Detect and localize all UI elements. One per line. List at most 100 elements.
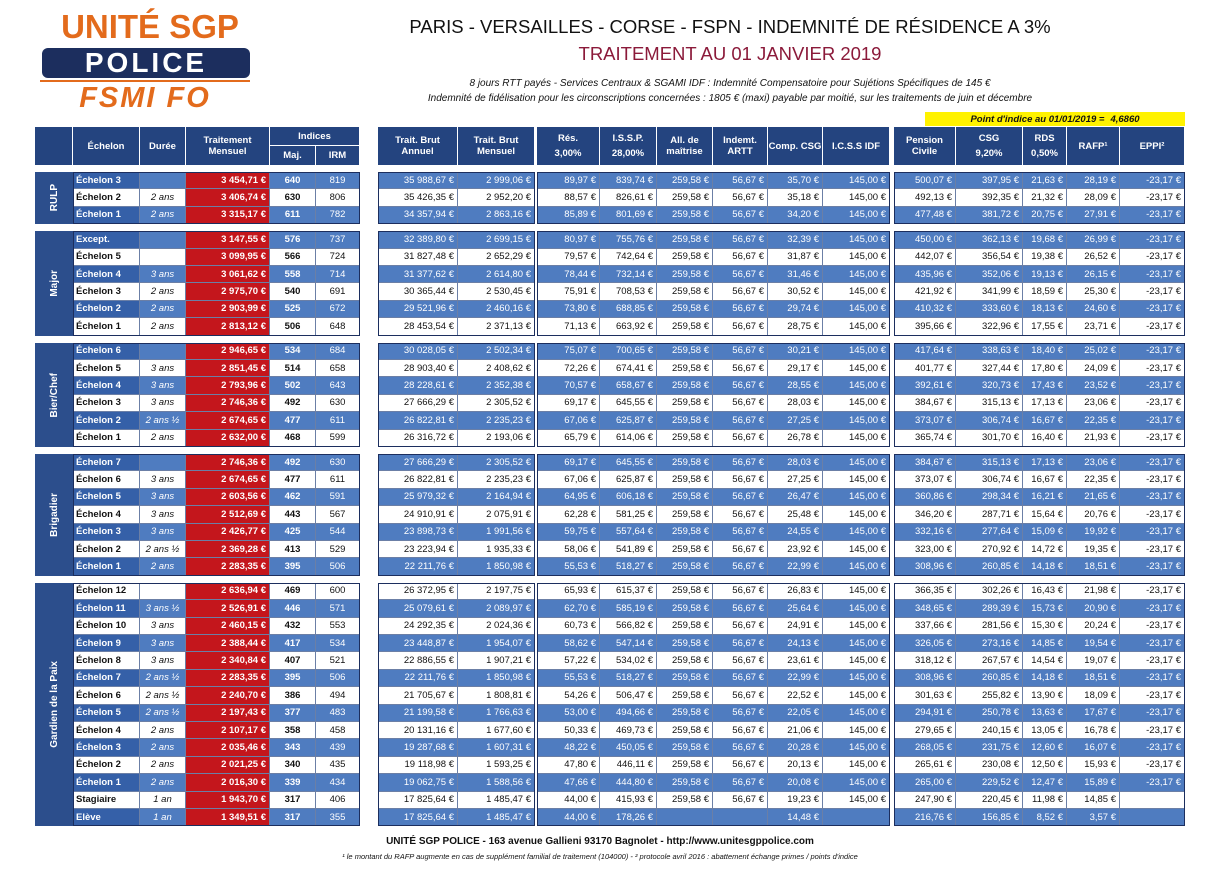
table-cell: 265,61 € bbox=[894, 756, 956, 775]
table-cell: -23,17 € bbox=[1120, 756, 1185, 775]
table-cell: 19,54 € bbox=[1067, 635, 1120, 653]
table-cell: 755,76 € bbox=[600, 231, 657, 249]
table-cell: Échelon 2 bbox=[73, 412, 140, 430]
table-cell: 373,07 € bbox=[894, 471, 956, 489]
table-cell bbox=[140, 342, 186, 360]
table-cell: 591 bbox=[316, 488, 360, 507]
table-cell: 259,58 € bbox=[657, 582, 713, 601]
table-cell: -23,17 € bbox=[1120, 266, 1185, 284]
table-cell: 25,48 € bbox=[768, 506, 823, 524]
table-cell: 1 an bbox=[140, 809, 186, 827]
table-cell: 450,00 € bbox=[894, 231, 956, 249]
table-cell: 259,58 € bbox=[657, 687, 713, 705]
table-cell: 2 ans bbox=[140, 756, 186, 775]
table-cell: 340 bbox=[270, 756, 316, 775]
table-cell: 255,82 € bbox=[956, 687, 1023, 705]
table-cell: 806 bbox=[316, 189, 360, 207]
table-cell: 306,74 € bbox=[956, 412, 1023, 430]
table-cell: 410,32 € bbox=[894, 300, 956, 319]
table-cell: 2 388,44 € bbox=[186, 635, 270, 653]
table-cell: Échelon 2 bbox=[73, 189, 140, 207]
table-cell: 8,52 € bbox=[1023, 809, 1067, 827]
column-header: RAFP¹ bbox=[1067, 127, 1120, 165]
group-name: Bier/Chef bbox=[48, 372, 60, 418]
table-cell: 145,00 € bbox=[823, 523, 890, 541]
table-cell: 14,18 € bbox=[1023, 558, 1067, 576]
table-cell: 29,17 € bbox=[768, 360, 823, 378]
table-cell: Échelon 6 bbox=[73, 471, 140, 489]
table-cell: 406 bbox=[316, 791, 360, 809]
table-cell: 22,35 € bbox=[1067, 412, 1120, 430]
table-cell: Échelon 11 bbox=[73, 600, 140, 618]
table-cell: 259,58 € bbox=[657, 318, 713, 336]
table-cell: 78,44 € bbox=[537, 266, 600, 284]
table-cell: 327,44 € bbox=[956, 360, 1023, 378]
table-cell: 2 035,46 € bbox=[186, 739, 270, 757]
table-cell: 72,26 € bbox=[537, 360, 600, 378]
table-cell: 326,05 € bbox=[894, 635, 956, 653]
table-cell: 352,06 € bbox=[956, 266, 1023, 284]
table-cell: 362,13 € bbox=[956, 231, 1023, 249]
table-cell: 44,00 € bbox=[537, 791, 600, 809]
table-cell: 26,99 € bbox=[1067, 231, 1120, 249]
table-cell: -23,17 € bbox=[1120, 506, 1185, 524]
table-cell: 547,14 € bbox=[600, 635, 657, 653]
table-cell: 19,23 € bbox=[768, 791, 823, 809]
table-cell: 145,00 € bbox=[823, 189, 890, 207]
table-cell: 62,28 € bbox=[537, 506, 600, 524]
table-cell: 25,64 € bbox=[768, 600, 823, 618]
table-cell: -23,17 € bbox=[1120, 617, 1185, 635]
table-cell: 417 bbox=[270, 635, 316, 653]
table-cell: 259,58 € bbox=[657, 739, 713, 757]
table-cell: 24,91 € bbox=[768, 617, 823, 635]
table-cell: 614,06 € bbox=[600, 429, 657, 447]
table-cell: 18,59 € bbox=[1023, 283, 1067, 301]
table-cell: 541,89 € bbox=[600, 541, 657, 559]
table-cell: 56,67 € bbox=[713, 454, 768, 472]
table-cell: -23,17 € bbox=[1120, 582, 1185, 601]
table-cell: -23,17 € bbox=[1120, 669, 1185, 688]
table-cell: 21,63 € bbox=[1023, 172, 1067, 190]
table-cell: 58,62 € bbox=[537, 635, 600, 653]
table-cell: 317 bbox=[270, 809, 316, 827]
table-cell: 28 228,61 € bbox=[378, 377, 458, 395]
table-cell: 32 389,80 € bbox=[378, 231, 458, 249]
table-cell: 23,92 € bbox=[768, 541, 823, 559]
table-cell: 89,97 € bbox=[537, 172, 600, 190]
table-cell: 55,53 € bbox=[537, 558, 600, 576]
table-cell: 31,46 € bbox=[768, 266, 823, 284]
table-cell: 2 999,06 € bbox=[458, 172, 535, 190]
column-header-label: Rés. bbox=[557, 133, 579, 144]
table-cell: 27 666,29 € bbox=[378, 454, 458, 472]
table-cell: 56,67 € bbox=[713, 722, 768, 740]
table-cell: 145,00 € bbox=[823, 687, 890, 705]
table-cell: 19 062,75 € bbox=[378, 774, 458, 792]
table-cell: 56,67 € bbox=[713, 506, 768, 524]
column-header: Pension Civile bbox=[894, 127, 956, 165]
table-cell: 742,64 € bbox=[600, 248, 657, 266]
table-cell: 1 907,21 € bbox=[458, 652, 535, 670]
table-cell: 26,47 € bbox=[768, 488, 823, 507]
table-cell: 518,27 € bbox=[600, 669, 657, 688]
table-cell: 356,54 € bbox=[956, 248, 1023, 266]
table-cell: 25,02 € bbox=[1067, 342, 1120, 360]
table-cell: 2 530,45 € bbox=[458, 283, 535, 301]
table-cell: 1 766,63 € bbox=[458, 704, 535, 722]
table-cell: Échelon 1 bbox=[73, 206, 140, 225]
table-cell: 56,67 € bbox=[713, 429, 768, 447]
table-cell: 22 886,55 € bbox=[378, 652, 458, 670]
table-cell: 2 674,65 € bbox=[186, 471, 270, 489]
table-cell: 47,80 € bbox=[537, 756, 600, 775]
table-cell: 56,67 € bbox=[713, 377, 768, 395]
table-cell: 2 851,45 € bbox=[186, 360, 270, 378]
table-cell: 56,67 € bbox=[713, 687, 768, 705]
table-cell: 492,13 € bbox=[894, 189, 956, 207]
column-header: Durée bbox=[140, 127, 186, 165]
table-cell: 16,67 € bbox=[1023, 471, 1067, 489]
logo-line: FSMI FO bbox=[79, 82, 211, 114]
table-cell: 145,00 € bbox=[823, 739, 890, 757]
table-cell: 29,74 € bbox=[768, 300, 823, 319]
table-cell: 3 ans bbox=[140, 652, 186, 670]
table-cell: 839,74 € bbox=[600, 172, 657, 190]
table-cell: 21,32 € bbox=[1023, 189, 1067, 207]
